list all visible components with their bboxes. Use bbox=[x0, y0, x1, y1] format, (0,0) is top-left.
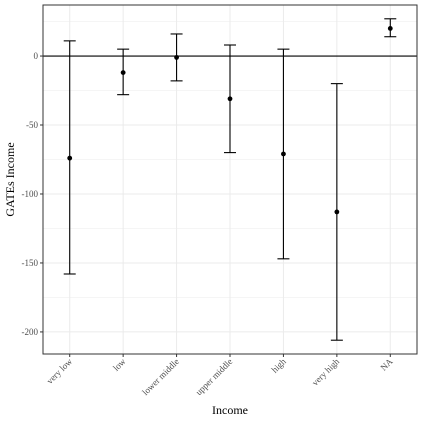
error-bar-lower-middle bbox=[170, 33, 183, 82]
x-axis: very low low lower middle upper middle high v… bbox=[45, 354, 395, 397]
y-tick-label: -150 bbox=[22, 258, 39, 268]
x-tick-label: upper middle bbox=[194, 356, 235, 397]
x-tick-label: very high bbox=[310, 356, 342, 388]
x-tick-label: NA bbox=[378, 356, 395, 373]
x-tick-label: low bbox=[111, 356, 128, 373]
x-tick-label: lower middle bbox=[140, 356, 181, 397]
x-tick-label: high bbox=[269, 356, 288, 375]
point-estimate bbox=[334, 209, 340, 215]
point-estimate bbox=[281, 151, 286, 157]
point-estimate bbox=[67, 155, 73, 161]
error-bar-very-high bbox=[330, 83, 343, 341]
x-axis-title: Income bbox=[212, 403, 248, 417]
y-tick-label: -200 bbox=[22, 327, 39, 337]
point-estimate bbox=[174, 55, 179, 60]
error-bars bbox=[63, 18, 397, 341]
y-axis-title: GATEs Income bbox=[3, 142, 17, 216]
point-estimate bbox=[227, 96, 233, 102]
error-bar-low bbox=[117, 48, 130, 96]
y-tick-label: 0 bbox=[34, 51, 39, 61]
error-bar-high bbox=[277, 48, 290, 260]
point-estimate bbox=[120, 70, 126, 75]
y-axis: 0 -50 -100 -150 -200 bbox=[22, 51, 43, 337]
y-tick-label: -50 bbox=[26, 120, 38, 130]
point-estimate bbox=[387, 26, 393, 31]
y-tick-label: -100 bbox=[22, 189, 39, 199]
x-tick-label: very low bbox=[45, 356, 75, 386]
error-bar-upper-middle bbox=[224, 44, 236, 154]
error-bar-NA bbox=[384, 18, 397, 38]
error-bar-very-low bbox=[63, 40, 76, 275]
